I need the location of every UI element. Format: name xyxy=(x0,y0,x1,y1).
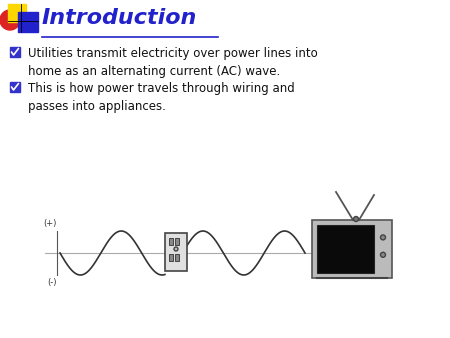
Bar xyxy=(175,254,179,261)
Bar xyxy=(312,220,392,278)
Text: This is how power travels through wiring and
passes into appliances.: This is how power travels through wiring… xyxy=(28,82,295,113)
Bar xyxy=(18,12,38,32)
Circle shape xyxy=(174,247,178,251)
Bar xyxy=(169,254,173,261)
Bar xyxy=(169,238,173,245)
Circle shape xyxy=(381,235,386,240)
Bar xyxy=(8,4,26,22)
Circle shape xyxy=(381,252,386,257)
Bar xyxy=(10,47,20,57)
Circle shape xyxy=(0,10,20,30)
Text: Utilities transmit electricity over power lines into
home as an alternating curr: Utilities transmit electricity over powe… xyxy=(28,47,318,78)
Circle shape xyxy=(354,217,359,221)
Bar xyxy=(165,233,187,271)
Text: Introduction: Introduction xyxy=(42,8,198,28)
Bar xyxy=(175,238,179,245)
Bar xyxy=(317,225,374,273)
Bar xyxy=(10,82,20,92)
Text: (+): (+) xyxy=(44,219,57,228)
Text: (-): (-) xyxy=(48,278,57,287)
